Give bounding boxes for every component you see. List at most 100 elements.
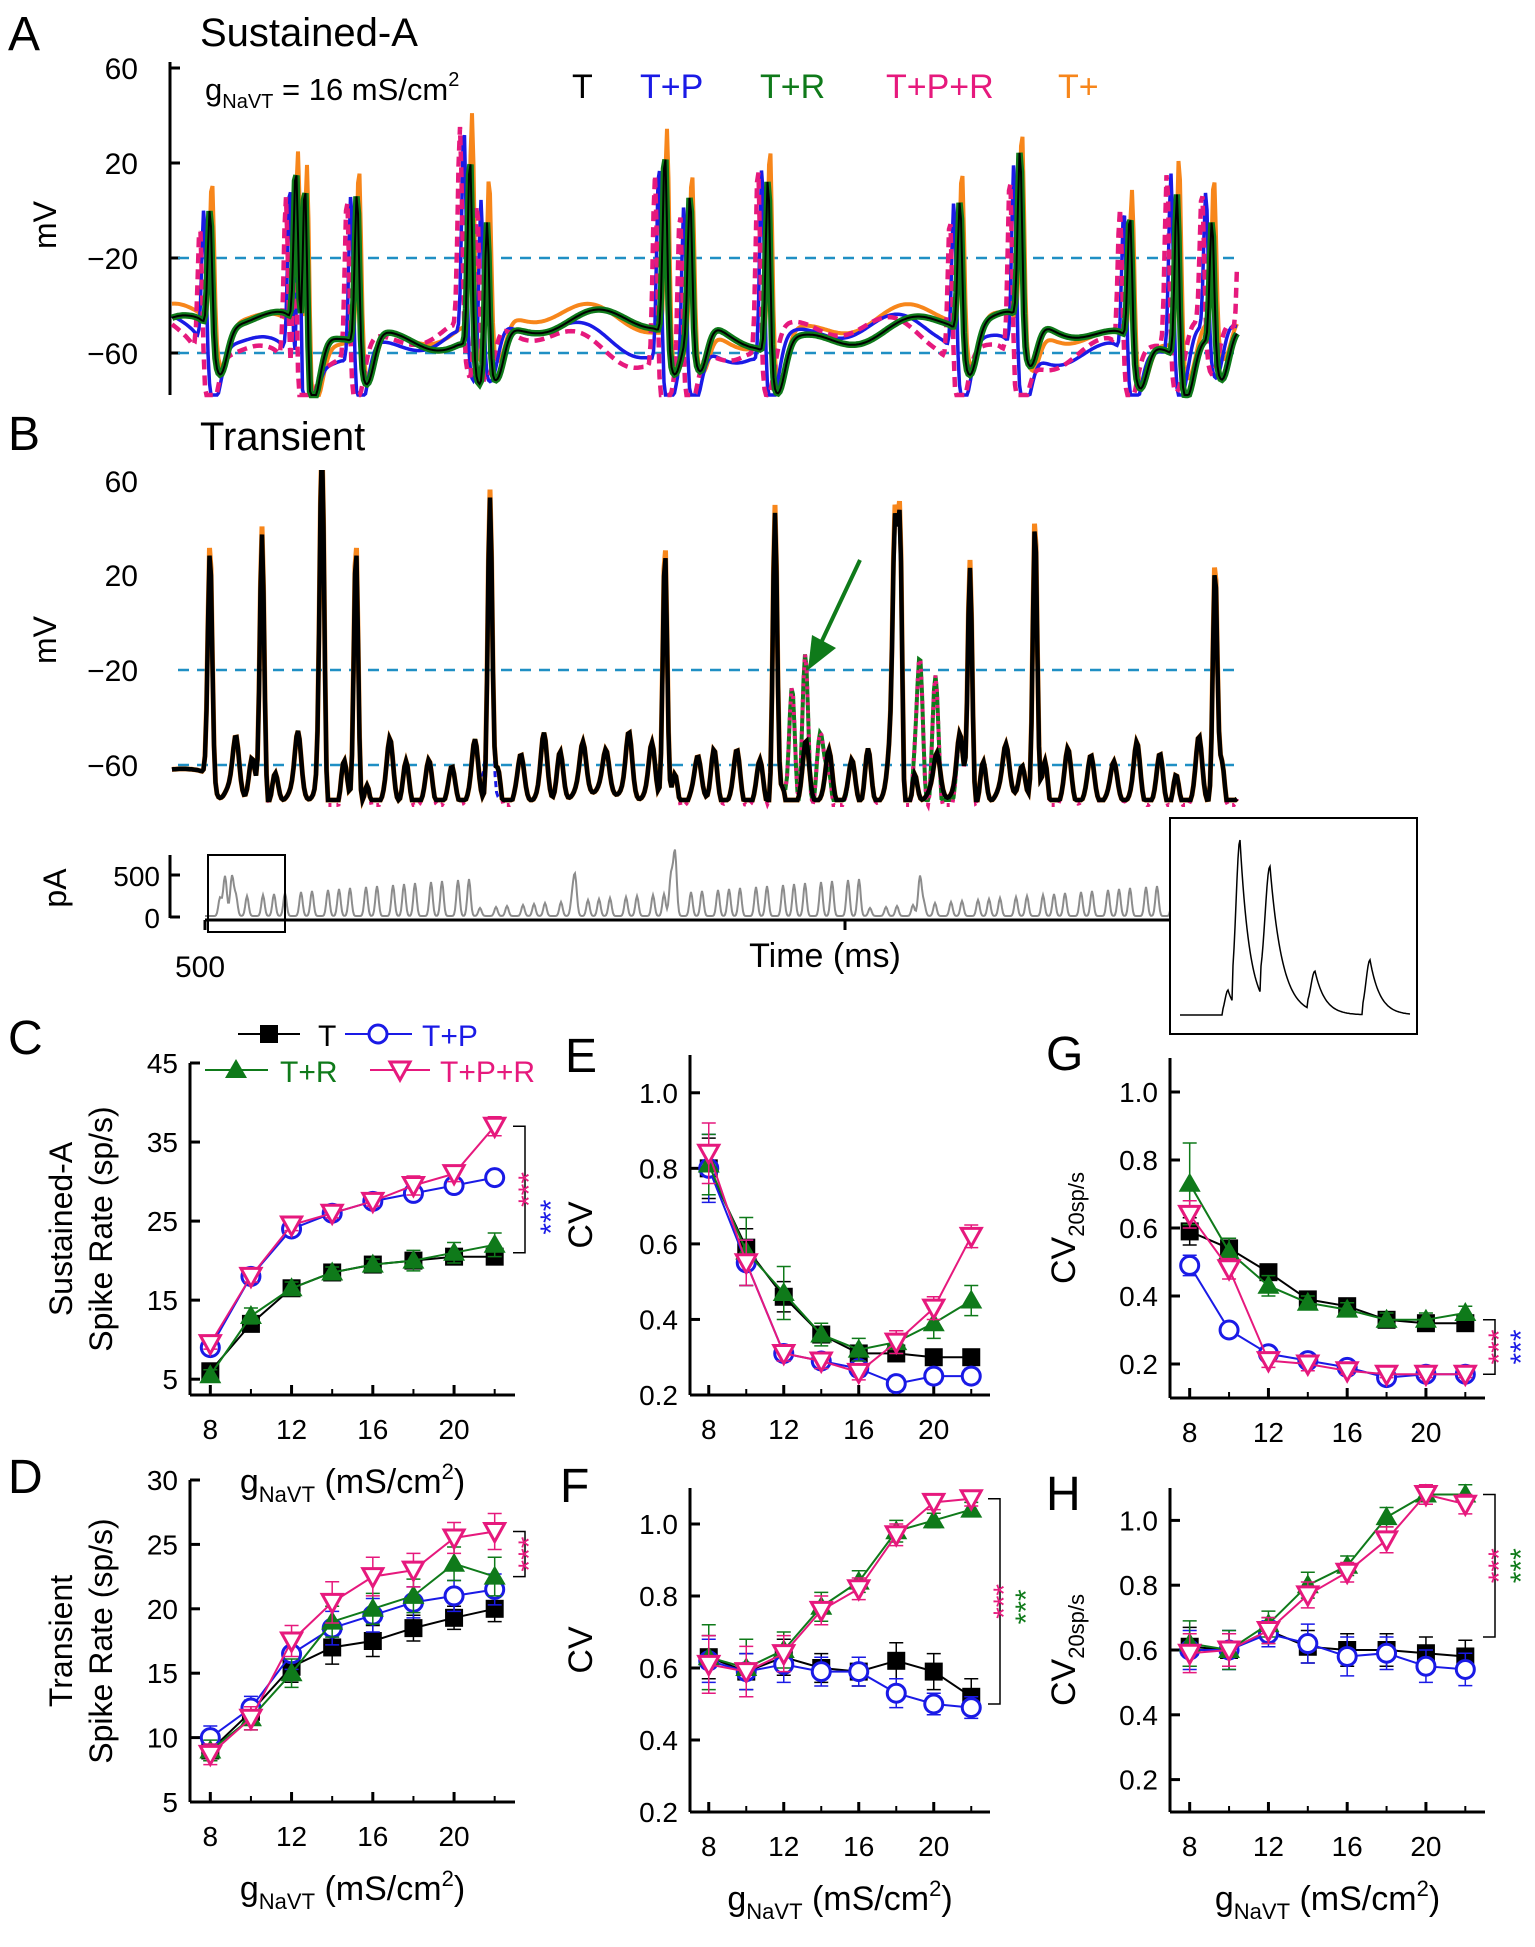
data-point-t: [962, 1348, 981, 1367]
significance-bracket: [1483, 1319, 1496, 1375]
trace-a-t: [171, 152, 1238, 396]
panel-letter-a: A: [8, 8, 40, 61]
x-tick-label: 16: [1332, 1831, 1363, 1862]
legend-label-tr: T+R: [280, 1056, 338, 1089]
ytick-current-0: 0: [144, 903, 160, 934]
data-point-tr: [402, 1584, 425, 1604]
data-point-t: [924, 1348, 943, 1367]
data-point-t: [1180, 1222, 1199, 1241]
data-point-t: [323, 1638, 342, 1657]
trace-b-t: [171, 470, 1239, 809]
data-point-tr: [443, 1241, 466, 1261]
y-tick-label: 0.8: [1119, 1145, 1158, 1176]
significance-bracket: [988, 1498, 1001, 1705]
data-point-tr: [402, 1249, 425, 1269]
y-tick-label: 0.6: [1119, 1635, 1158, 1666]
y-tick-label: 0.2: [1119, 1349, 1158, 1380]
data-point-tpr: [1334, 1361, 1360, 1384]
trace-b-tpr: [171, 470, 1239, 812]
significance-bracket: [1483, 1493, 1496, 1638]
data-point-tpr: [1216, 1259, 1242, 1282]
x-tick-label: 20: [918, 1831, 949, 1862]
data-point-tpr: [319, 1592, 345, 1616]
y-tick-label: 25: [147, 1529, 178, 1560]
x-axis-label: gNaVT (mS/cm2): [1215, 1876, 1440, 1924]
current-ylabel: pA: [37, 868, 73, 908]
current-xlabel: Time (ms): [749, 937, 901, 975]
x-tick-label: 8: [1182, 1831, 1198, 1862]
zoom-inset-box: [1169, 817, 1418, 1035]
data-point-tpr: [1177, 1204, 1203, 1228]
y-tick-label: 1.0: [1119, 1505, 1158, 1536]
significance-stars: ***: [1483, 1329, 1516, 1364]
panel-a-conductance-label: gNaVT = 16 mS/cm2: [205, 69, 459, 113]
data-point-tpr: [360, 1567, 386, 1590]
x-tick-label: 20: [438, 1821, 469, 1852]
data-point-tpr: [1295, 1585, 1321, 1609]
x-axis-label: gNaVT (mS/cm2): [240, 1866, 465, 1914]
data-point-tpr: [482, 1522, 508, 1545]
data-point-tpr: [921, 1298, 947, 1322]
ytick-a-60: 60: [105, 53, 138, 86]
panel-a-legend: T T+P T+R T+P+R T+: [572, 68, 1099, 106]
data-point-tpr: [883, 1525, 909, 1548]
significance-stars: ***: [1505, 1329, 1535, 1364]
y-tick-label: 30: [147, 1465, 178, 1496]
x-tick-label: 12: [276, 1821, 307, 1852]
y-tick-label: 10: [147, 1723, 178, 1754]
data-point-tr: [1178, 1172, 1201, 1192]
data-point-t: [445, 1608, 464, 1627]
chart-h: 0.2 0.4 0.6 0.8 1.0 8 12 16 20 CV20sp/s gNaVT (mS/…: [1045, 1483, 1535, 1924]
data-point-tpr: [400, 1176, 426, 1199]
significance-bracket: [513, 1125, 526, 1254]
data-point-tr: [960, 1289, 983, 1309]
ytick-b-60: 60: [105, 466, 138, 499]
legend-label-tp: T+P: [422, 1020, 478, 1053]
panel-b-yaxis: 60 20 −20 −60: [87, 466, 138, 783]
panel-b-title: Transient: [200, 415, 365, 459]
data-point-tp: [923, 1693, 945, 1715]
chart-c: 5 15 25 35 45 8 12 16 20 Sustained-A Spike Rate (s…: [43, 1048, 568, 1507]
trace-b-tr: [171, 470, 1239, 808]
series-line-tr: [708, 1508, 972, 1670]
y-tick-label: 1.0: [639, 1078, 678, 1109]
data-point-tp: [1336, 1645, 1358, 1667]
x-tick-label: 20: [1410, 1417, 1441, 1448]
data-point-tpr: [733, 1253, 759, 1276]
data-point-tp: [443, 1585, 465, 1607]
zoom-inset-trace: [1180, 839, 1411, 1016]
ytick-a-20: 20: [105, 148, 138, 181]
y-axis-label: Sustained-A: [43, 1141, 79, 1316]
data-point-tpr: [197, 1334, 223, 1357]
ytick-a-m20: −20: [87, 243, 138, 276]
data-point-tpr: [360, 1191, 386, 1215]
data-point-tpr: [400, 1560, 426, 1584]
data-point-tpr: [733, 1662, 759, 1685]
data-point-tr: [922, 1509, 945, 1529]
chart-e: 0.2 0.4 0.6 0.8 1.0 8 12 16 20 CV: [562, 1055, 990, 1445]
panel-a-yaxis: 60 20 −20 −60: [87, 53, 180, 395]
x-tick-label: 16: [843, 1414, 874, 1445]
data-point-tpr: [1413, 1364, 1439, 1388]
data-point-tpr: [771, 1343, 797, 1367]
current-trace: [205, 849, 1237, 918]
data-point-tp: [848, 1661, 870, 1683]
legend-label-tpr: T+P+R: [440, 1056, 535, 1089]
data-point-tpr: [696, 1654, 722, 1678]
ytick-b-m60: −60: [87, 750, 138, 783]
panel-letter-h: H: [1046, 1468, 1081, 1521]
panel-c-legend: T T+P T+R T+P+R: [205, 1020, 535, 1089]
significance-bracket: [513, 1530, 526, 1578]
data-point-tpr: [1295, 1354, 1321, 1378]
data-point-tpr: [319, 1203, 345, 1227]
data-point-tr: [239, 1304, 262, 1324]
data-point-tpr: [1374, 1530, 1400, 1553]
data-point-tr: [1375, 1506, 1398, 1526]
arrow-annotation: [808, 559, 862, 670]
y-tick-label: 45: [147, 1048, 178, 1079]
data-point-tpr: [279, 1215, 305, 1239]
data-point-tpr: [279, 1631, 305, 1655]
panel-a-title: Sustained-A: [200, 11, 418, 55]
